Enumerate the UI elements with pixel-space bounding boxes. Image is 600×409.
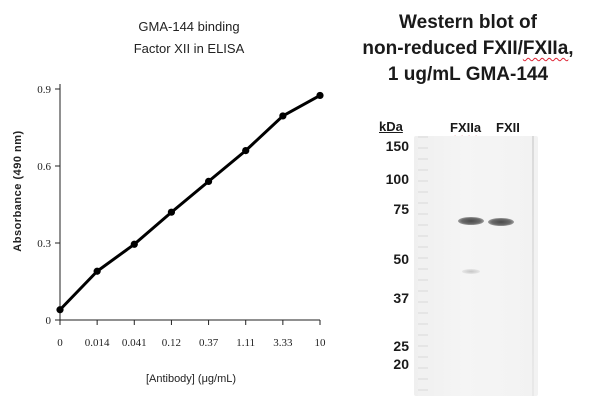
plot-area: 0 0.3 0.6 0.9 0 0.014 0.041 0.12 0.37 1.11 3.33 10 [37, 84, 326, 349]
band-fxii [488, 218, 514, 226]
elisa-line-chart: GMA-144 binding Factor XII in ELISA 0 0.3… [12, 19, 326, 385]
marker-100: 100 [385, 171, 409, 187]
title-line-2-prefix: non-reduced FXII/ [362, 38, 523, 59]
faint-band-fxiia [462, 269, 480, 274]
marker-150: 150 [385, 138, 409, 154]
chart-title-line-2: Factor XII in ELISA [134, 41, 245, 56]
x-tick-label: 0.041 [122, 337, 147, 349]
title-line-2-suffix: , [568, 38, 574, 59]
lane-label-fxiia: FXIIa [450, 120, 482, 135]
data-point [242, 147, 250, 155]
data-point [167, 208, 176, 216]
y-tick-label: 0.3 [37, 238, 51, 250]
chart-title-line-1: GMA-144 binding [138, 19, 239, 34]
western-blot-membrane [414, 136, 538, 396]
marker-75: 75 [393, 201, 409, 217]
x-tick-label: 3.33 [273, 337, 293, 349]
marker-20: 20 [393, 356, 409, 372]
western-blot-title-line-3: 1 ug/mL GMA-144 [387, 64, 549, 85]
western-blot-title-line-2: non-reduced FXII/FXIIa, [340, 36, 596, 62]
band-fxiia [458, 217, 484, 225]
x-axis-label: [Antibody] (μg/mL) [146, 373, 236, 385]
data-point [93, 267, 101, 275]
data-point [204, 177, 213, 185]
x-tick-label: 0 [57, 337, 63, 349]
membrane-edge [532, 136, 534, 396]
y-tick-label: 0.9 [37, 84, 51, 96]
data-point [56, 306, 64, 314]
x-tick-label: 10 [315, 337, 327, 349]
marker-37: 37 [393, 290, 409, 306]
kda-unit-label: kDa [379, 119, 403, 134]
data-point [130, 240, 138, 248]
x-tick-label: 1.11 [236, 337, 255, 349]
series-line [58, 94, 321, 311]
western-blot-title: Western blot of non-reduced FXII/FXIIa, … [340, 10, 596, 88]
y-tick-label: 0 [46, 315, 52, 327]
y-tick-label: 0.6 [37, 161, 51, 173]
western-blot-title-line-1: Western blot of [399, 12, 537, 33]
title-line-2-squiggle-word: FXIIa [522, 38, 569, 59]
data-point [316, 91, 324, 100]
data-point [279, 112, 287, 120]
marker-25: 25 [393, 338, 409, 354]
molecular-weight-ladder [418, 136, 428, 396]
y-axis-label: Absorbance (490 nm) [12, 130, 24, 251]
lane-label-fxii: FXII [496, 120, 520, 135]
x-tick-label: 0.12 [162, 337, 181, 349]
marker-50: 50 [393, 251, 409, 267]
x-tick-label: 0.014 [85, 337, 110, 349]
x-tick-label: 0.37 [199, 337, 219, 349]
